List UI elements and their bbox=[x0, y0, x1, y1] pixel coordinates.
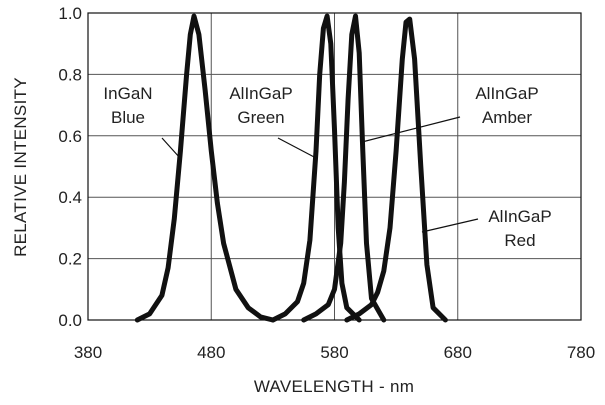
x-tick-label: 580 bbox=[320, 343, 348, 362]
curve-ingan-blue bbox=[134, 13, 276, 323]
series-label-alingap-amber: AlInGaP bbox=[475, 84, 538, 103]
series-label-ingan-blue: Blue bbox=[111, 108, 145, 127]
y-tick-label: 0.0 bbox=[58, 311, 82, 330]
x-tick-label: 680 bbox=[444, 343, 472, 362]
x-axis-title: WAVELENGTH - nm bbox=[254, 377, 414, 396]
series-label-alingap-red: Red bbox=[504, 231, 535, 250]
series-curves bbox=[134, 13, 448, 323]
y-tick-label: 0.8 bbox=[58, 65, 82, 84]
leader-alingap-amber bbox=[361, 116, 461, 143]
y-tick-label: 0.6 bbox=[58, 127, 82, 146]
series-label-alingap-green: AlInGaP bbox=[229, 84, 292, 103]
series-label-alingap-red: AlInGaP bbox=[488, 207, 551, 226]
series-label-ingan-blue: InGaN bbox=[103, 84, 152, 103]
series-labels: InGaN Blue AlInGaP Green AlInGaP Amber AlInGaP… bbox=[103, 84, 551, 250]
curve-alingap-red bbox=[344, 16, 448, 323]
y-tick-label: 0.4 bbox=[58, 188, 82, 207]
series-label-alingap-green: Green bbox=[237, 108, 284, 127]
leader-alingap-red bbox=[421, 218, 479, 233]
y-tick-label: 1.0 bbox=[58, 4, 82, 23]
y-tick-labels: 0.0 0.2 0.4 0.6 0.8 1.0 bbox=[58, 4, 82, 330]
plot-frame bbox=[87, 12, 582, 321]
y-tick-label: 0.2 bbox=[58, 250, 82, 269]
label-leaders bbox=[161, 116, 479, 233]
curve-alingap-green bbox=[270, 13, 362, 323]
series-label-alingap-amber: Amber bbox=[482, 108, 532, 127]
y-axis-title: RELATIVE INTENSITY bbox=[11, 77, 30, 257]
x-tick-labels: 380 480 580 680 780 bbox=[74, 343, 595, 362]
x-tick-label: 380 bbox=[74, 343, 102, 362]
x-tick-label: 780 bbox=[567, 343, 595, 362]
x-tick-label: 480 bbox=[197, 343, 225, 362]
leader-alingap-green bbox=[277, 137, 317, 159]
leader-ingan-blue bbox=[161, 137, 181, 159]
curve-alingap-amber bbox=[301, 13, 387, 323]
